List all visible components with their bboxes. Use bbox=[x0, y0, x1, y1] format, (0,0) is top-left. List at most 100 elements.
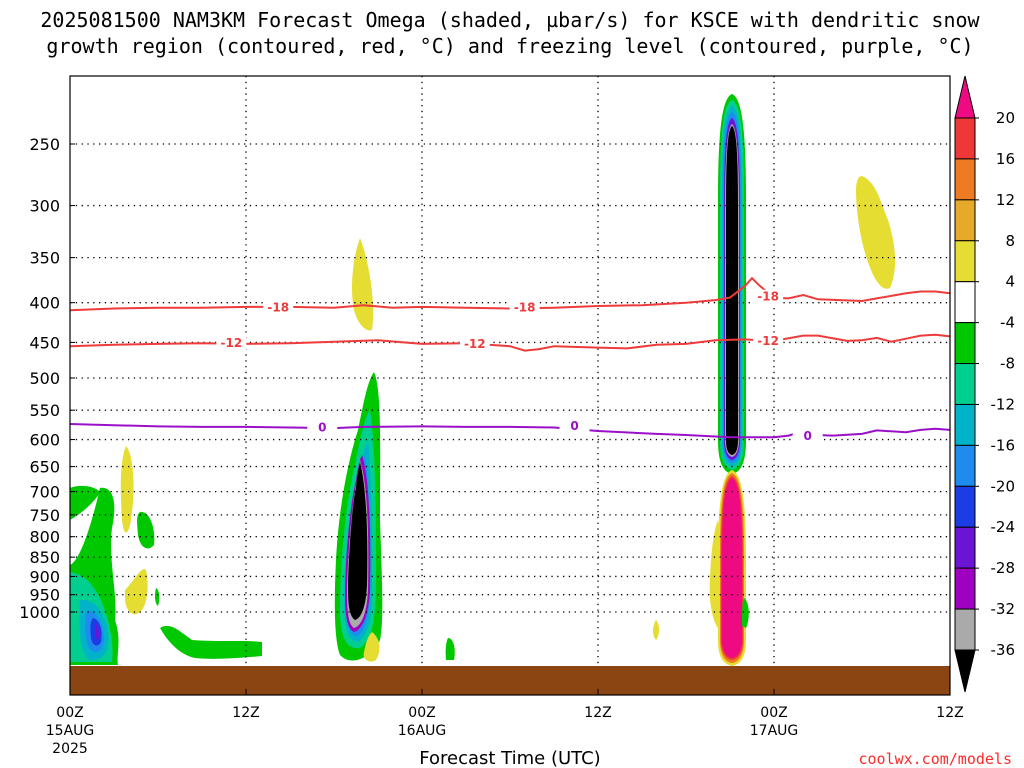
omega-shade-yellow bbox=[352, 238, 374, 331]
omega-shade-magenta bbox=[722, 478, 742, 658]
contour-label-background bbox=[792, 429, 823, 444]
colorbar-label: 8 bbox=[1005, 232, 1015, 250]
colorbar-label: 20 bbox=[996, 109, 1015, 127]
contour-label-background bbox=[753, 333, 784, 348]
y-tick-label: 600 bbox=[29, 431, 60, 450]
omega-shade-yellow bbox=[125, 569, 148, 615]
colorbar-segment bbox=[954, 485, 976, 528]
contour-label-background bbox=[459, 336, 490, 351]
colorbar-label: -12 bbox=[991, 395, 1016, 413]
y-tick-label: 1000 bbox=[19, 603, 60, 622]
contour-label-background bbox=[559, 418, 590, 433]
contour-label-background bbox=[753, 289, 784, 304]
contour-label-background bbox=[263, 300, 294, 315]
colorbar-segment bbox=[954, 608, 976, 651]
contour-label: 0 bbox=[570, 419, 578, 433]
y-tick-label: 350 bbox=[29, 249, 60, 268]
y-tick-label: 400 bbox=[29, 294, 60, 313]
colorbar-segment bbox=[954, 444, 976, 487]
omega-shade-green bbox=[160, 625, 262, 659]
omega-shade-yellow bbox=[856, 176, 896, 289]
contour-label: -18 bbox=[757, 290, 779, 304]
contour-label: 0 bbox=[804, 429, 812, 443]
y-tick-label: 250 bbox=[29, 135, 60, 154]
colorbar-segment bbox=[954, 526, 976, 569]
colorbar-segment bbox=[954, 117, 976, 160]
omega-shading bbox=[70, 60, 896, 666]
colorbar-label: -28 bbox=[991, 559, 1016, 577]
contour-line-minus18 bbox=[70, 276, 950, 312]
y-tick-label: 800 bbox=[29, 528, 60, 547]
y-tick-label: 850 bbox=[29, 548, 60, 567]
contour-label: 0 bbox=[318, 421, 326, 435]
colorbar-label: -20 bbox=[991, 477, 1016, 495]
colorbar-bottom-triangle bbox=[954, 649, 976, 693]
omega-shade-green bbox=[154, 588, 160, 606]
y-tick-label: 450 bbox=[29, 333, 60, 352]
colorbar-segment bbox=[954, 281, 976, 324]
y-tick-label: 900 bbox=[29, 567, 60, 586]
colorbar-segment bbox=[954, 403, 976, 446]
omega-shade-yellow bbox=[725, 60, 733, 74]
colorbar-segment bbox=[954, 363, 976, 405]
x-tick-label: 00Z bbox=[408, 705, 435, 721]
y-tick-label: 550 bbox=[29, 401, 60, 420]
contour-label: -18 bbox=[267, 301, 289, 315]
contour-label: -12 bbox=[757, 334, 779, 348]
colorbar-label: -32 bbox=[991, 600, 1016, 618]
omega-shade-yellow bbox=[653, 620, 659, 640]
colorbar-top-triangle bbox=[954, 75, 976, 119]
y-tick-label: 950 bbox=[29, 586, 60, 605]
contour-label: -18 bbox=[514, 301, 536, 315]
contour-label: -12 bbox=[464, 337, 486, 351]
colorbar-label: -16 bbox=[991, 436, 1016, 454]
colorbar-segment bbox=[954, 322, 976, 365]
omega-shade-black bbox=[348, 462, 368, 620]
chart-title-line-2: growth region (contoured, red, °C) and f… bbox=[46, 34, 973, 58]
colorbar-label: 12 bbox=[996, 191, 1015, 209]
x-tick-label: 12Z bbox=[936, 705, 963, 721]
omega-shade-green bbox=[70, 485, 100, 520]
colorbar: 20 16 12 8 4 -4 -8 -12 -16 -20 -24 -28 -32 -36 bbox=[954, 75, 1016, 693]
contour-label: -12 bbox=[220, 336, 242, 350]
credit-text: coolwx.com/models bbox=[858, 750, 1012, 768]
contour-label-background bbox=[307, 420, 338, 435]
plot-frame bbox=[69, 75, 951, 696]
colorbar-label: 16 bbox=[996, 150, 1015, 168]
colorbar-segment bbox=[954, 567, 976, 610]
colorbar-label: -24 bbox=[991, 518, 1016, 536]
contour-line-0 bbox=[70, 423, 950, 439]
x-tick-label: 00Z bbox=[760, 705, 787, 721]
omega-shade-green bbox=[742, 598, 749, 628]
ground-surface bbox=[70, 666, 950, 695]
contour-label-background bbox=[509, 300, 540, 315]
colorbar-label: -36 bbox=[991, 641, 1016, 659]
omega-shade-yellow bbox=[120, 446, 134, 533]
contour-line-minus12 bbox=[70, 333, 950, 352]
omega-shade-purple bbox=[94, 624, 100, 640]
y-tick-label: 650 bbox=[29, 458, 60, 477]
omega-shade-green bbox=[137, 511, 155, 549]
x-tick-date-label: 15AUG bbox=[46, 723, 95, 739]
x-tick-date-label: 17AUG bbox=[750, 723, 799, 739]
x-axis-ticks: 00Z 15AUG 2025 12Z 00Z 16AUG 12Z 00Z 17AUG 12Z bbox=[46, 689, 964, 757]
x-axis-label: Forecast Time (UTC) bbox=[419, 748, 600, 768]
y-tick-label: 750 bbox=[29, 506, 60, 525]
temperature-contours: -18 -18 -18 -12 -12 -12 0 0 0 bbox=[70, 276, 950, 444]
y-tick-label: 700 bbox=[29, 483, 60, 502]
colorbar-label: 4 bbox=[1005, 273, 1015, 291]
x-tick-year-label: 2025 bbox=[52, 741, 88, 757]
colorbar-segment bbox=[954, 240, 976, 283]
omega-shade-yellow bbox=[363, 632, 380, 662]
y-tick-label: 300 bbox=[29, 197, 60, 216]
x-tick-date-label: 16AUG bbox=[398, 723, 447, 739]
omega-shade-green bbox=[445, 638, 455, 660]
colorbar-label: -4 bbox=[1000, 314, 1015, 332]
y-axis-ticks: 2503003504004505005506006507007508008509… bbox=[19, 135, 75, 622]
colorbar-label: -8 bbox=[1000, 355, 1015, 373]
y-tick-label: 500 bbox=[29, 369, 60, 388]
x-tick-label: 12Z bbox=[232, 705, 259, 721]
contour-label-background bbox=[216, 336, 247, 351]
colorbar-segment bbox=[954, 199, 976, 242]
